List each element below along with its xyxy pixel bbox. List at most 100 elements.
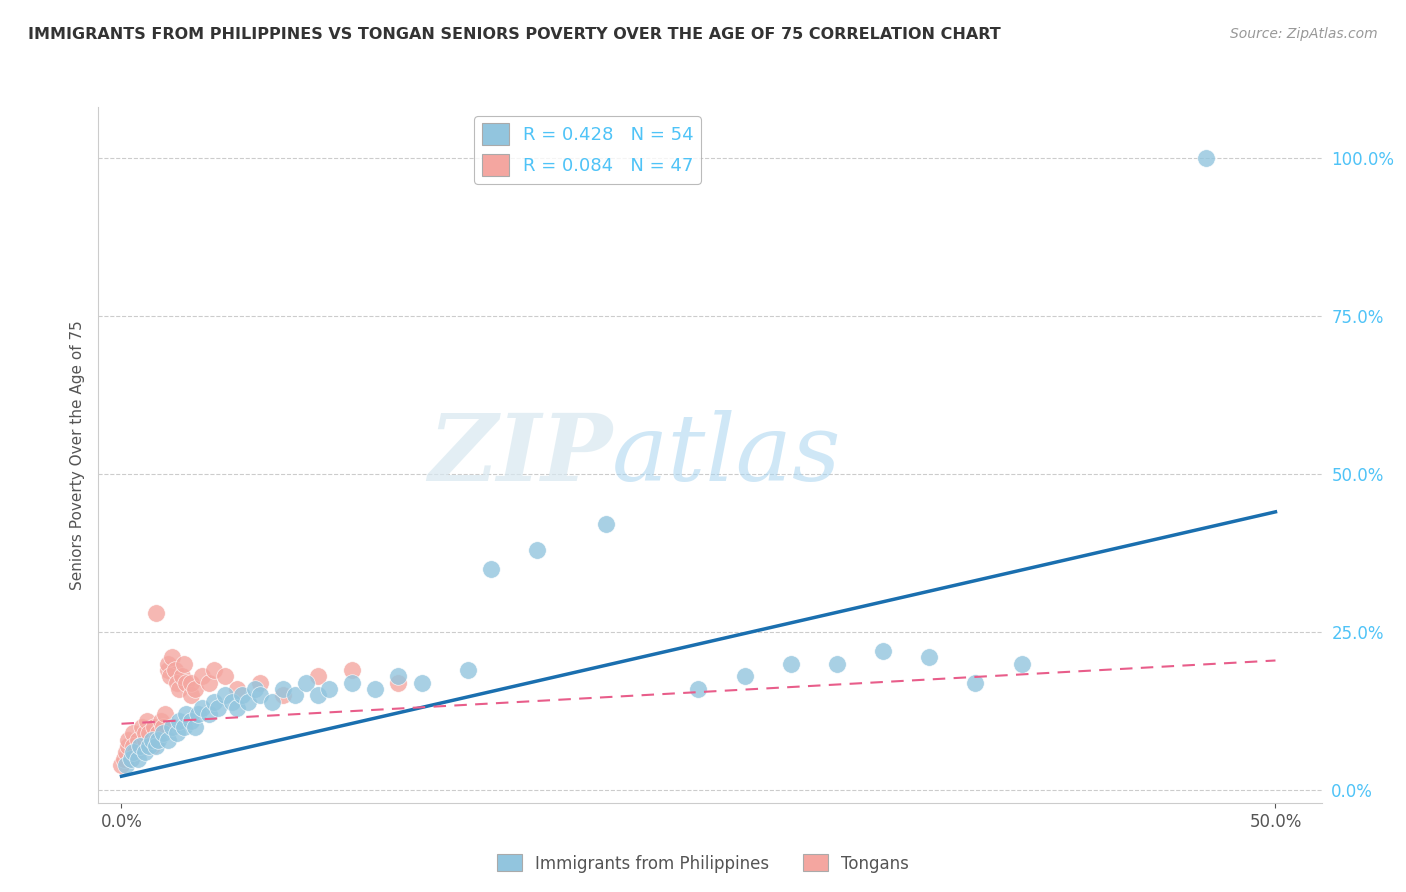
Point <box>166 726 188 740</box>
Point <box>141 739 163 753</box>
Point <box>342 663 364 677</box>
Legend: R = 0.428   N = 54, R = 0.084   N = 47: R = 0.428 N = 54, R = 0.084 N = 47 <box>474 116 702 184</box>
Point <box>1195 151 1218 165</box>
Point <box>307 688 329 702</box>
Point <box>198 675 221 690</box>
Point <box>174 707 197 722</box>
Point <box>122 726 145 740</box>
Point <box>214 669 236 683</box>
Point <box>135 714 157 728</box>
Point <box>249 688 271 702</box>
Point <box>145 739 167 753</box>
Point <box>120 751 142 765</box>
Point <box>166 675 188 690</box>
Point <box>152 720 174 734</box>
Point <box>115 757 138 772</box>
Point <box>170 669 193 683</box>
Point <box>148 726 170 740</box>
Point <box>387 669 409 683</box>
Point <box>148 732 170 747</box>
Point <box>163 663 186 677</box>
Point <box>124 745 146 759</box>
Point <box>231 688 253 702</box>
Point <box>141 732 163 747</box>
Point <box>122 745 145 759</box>
Point <box>872 644 894 658</box>
Point <box>120 751 142 765</box>
Point <box>142 720 165 734</box>
Point <box>271 681 294 696</box>
Point <box>249 675 271 690</box>
Point <box>526 542 548 557</box>
Point <box>238 695 260 709</box>
Point <box>688 681 710 696</box>
Point <box>127 732 149 747</box>
Point <box>115 745 138 759</box>
Point <box>364 681 387 696</box>
Point <box>131 720 153 734</box>
Point <box>191 669 214 683</box>
Point <box>167 681 190 696</box>
Point <box>342 675 364 690</box>
Point <box>152 726 174 740</box>
Point <box>202 695 225 709</box>
Point <box>260 695 283 709</box>
Point <box>180 675 202 690</box>
Point <box>307 669 329 683</box>
Point <box>145 732 167 747</box>
Point <box>271 688 294 702</box>
Point <box>138 726 160 740</box>
Legend: Immigrants from Philippines, Tongans: Immigrants from Philippines, Tongans <box>491 847 915 880</box>
Point <box>221 695 243 709</box>
Point <box>191 701 214 715</box>
Point <box>180 714 202 728</box>
Point <box>965 675 987 690</box>
Point <box>129 739 152 753</box>
Point <box>117 739 139 753</box>
Point <box>184 720 207 734</box>
Point <box>184 681 207 696</box>
Point <box>734 669 756 683</box>
Point <box>457 663 479 677</box>
Point <box>318 681 340 696</box>
Text: Source: ZipAtlas.com: Source: ZipAtlas.com <box>1230 27 1378 41</box>
Point <box>245 681 267 696</box>
Point <box>162 720 184 734</box>
Point <box>155 707 177 722</box>
Point <box>117 732 139 747</box>
Point <box>825 657 848 671</box>
Text: IMMIGRANTS FROM PHILIPPINES VS TONGAN SENIORS POVERTY OVER THE AGE OF 75 CORRELA: IMMIGRANTS FROM PHILIPPINES VS TONGAN SE… <box>28 27 1001 42</box>
Point <box>159 669 181 683</box>
Point <box>779 657 801 671</box>
Point <box>112 751 135 765</box>
Point <box>127 751 149 765</box>
Point <box>156 663 179 677</box>
Point <box>167 714 190 728</box>
Point <box>295 675 318 690</box>
Point <box>134 732 156 747</box>
Point <box>162 650 184 665</box>
Point <box>225 701 247 715</box>
Point <box>156 657 179 671</box>
Point <box>225 681 247 696</box>
Text: atlas: atlas <box>612 410 842 500</box>
Point <box>411 675 433 690</box>
Point <box>595 517 617 532</box>
Point <box>479 562 502 576</box>
Point <box>198 707 221 722</box>
Point <box>387 675 409 690</box>
Point <box>134 726 156 740</box>
Point <box>149 714 172 728</box>
Point <box>284 688 307 702</box>
Point <box>122 739 145 753</box>
Point <box>187 707 209 722</box>
Point <box>1011 657 1033 671</box>
Point <box>138 739 160 753</box>
Point <box>173 657 195 671</box>
Point <box>173 720 195 734</box>
Point <box>156 732 179 747</box>
Point <box>207 701 229 715</box>
Point <box>174 675 197 690</box>
Point <box>918 650 941 665</box>
Y-axis label: Seniors Poverty Over the Age of 75: Seniors Poverty Over the Age of 75 <box>69 320 84 590</box>
